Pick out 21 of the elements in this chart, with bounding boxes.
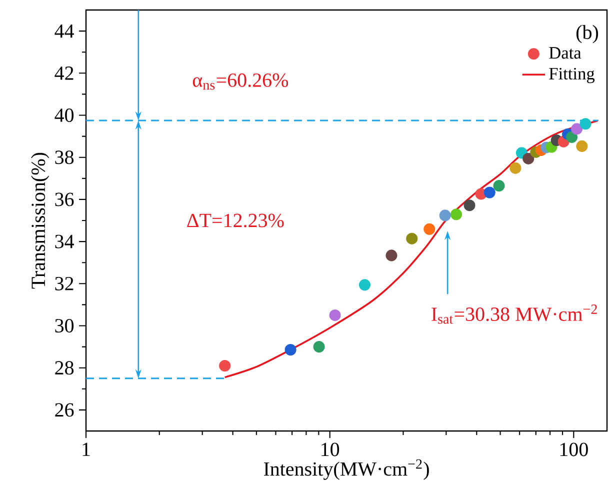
y-tick-label: 34 (55, 234, 74, 248)
annotation: ΔT=12.23% (187, 214, 284, 228)
legend-label: Fitting (549, 68, 595, 84)
x-axis-title: Intensity(MW·cm$^{−2}$) (264, 459, 429, 480)
annotation: (b) (576, 25, 598, 44)
y-tick-label: 38 (55, 150, 74, 164)
y-tick-label: 42 (54, 66, 74, 80)
y-axis-title: Transmission(%) (31, 152, 50, 289)
legend-label: Data (549, 47, 582, 59)
y-tick-label: 44 (54, 24, 74, 38)
y-tick-label: 30 (55, 319, 74, 332)
annotation: α$_{ns}$=60.26% (192, 73, 288, 90)
x-tick-label: 1 (82, 442, 90, 456)
y-tick-label: 40 (54, 108, 74, 122)
x-tick-label: 10 (322, 442, 340, 456)
y-tick-label: 28 (55, 361, 74, 375)
x-tick-label: 100 (560, 442, 588, 456)
y-tick-label: 36 (55, 192, 74, 206)
annotation: I$_{sat}$=30.38 MW·cm$^{−2}$ (432, 304, 597, 324)
y-tick-label: 32 (55, 276, 74, 290)
y-tick-label: 26 (55, 403, 74, 417)
